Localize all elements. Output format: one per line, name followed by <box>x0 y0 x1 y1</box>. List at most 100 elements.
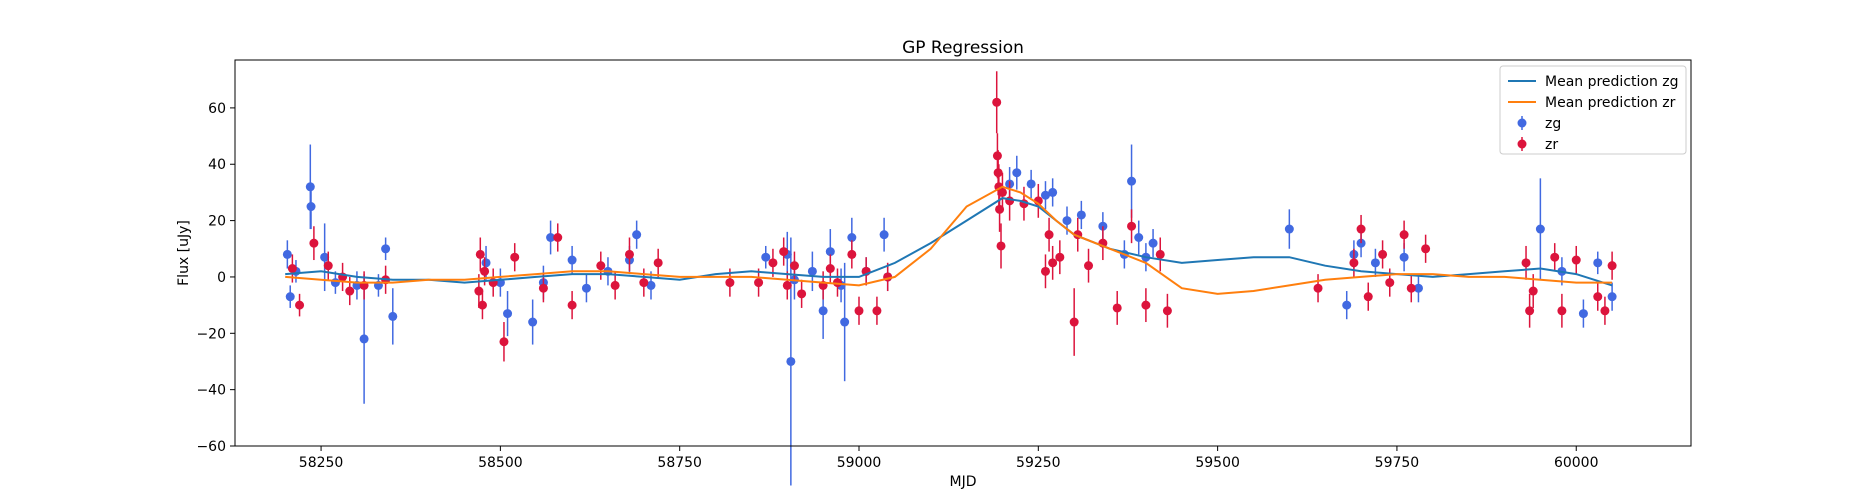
y-tick-label: 0 <box>217 270 226 286</box>
legend-entry: Mean prediction zr <box>1508 95 1676 111</box>
data-point <box>1370 258 1380 268</box>
data-point <box>761 252 771 262</box>
data-point <box>567 255 577 265</box>
chart-title: GP Regression <box>902 38 1024 58</box>
data-point <box>1406 283 1416 293</box>
x-axis: 58250 58500 58750 59000 59250 59500 59750 60000 <box>299 446 1599 471</box>
data-point <box>1421 244 1431 254</box>
data-point <box>1112 303 1122 313</box>
data-point <box>359 334 369 344</box>
data-point <box>481 258 491 268</box>
plot-area <box>282 71 1617 486</box>
data-point <box>1528 286 1538 296</box>
data-point <box>754 278 764 288</box>
x-tick-label: 58750 <box>657 455 702 471</box>
data-point <box>1399 252 1409 262</box>
data-point <box>510 252 520 262</box>
series-zg-points <box>282 144 1617 486</box>
data-point <box>1356 224 1366 234</box>
data-point <box>1600 306 1610 316</box>
plot-frame <box>234 59 1692 447</box>
x-tick-label: 60000 <box>1554 455 1599 471</box>
data-point <box>879 230 889 240</box>
legend: Mean prediction zg Mean prediction zr zg zr <box>1499 65 1687 155</box>
data-point <box>1055 252 1065 262</box>
legend-marker-swatch <box>1517 139 1527 149</box>
data-point <box>285 292 295 302</box>
y-tick-label: 40 <box>208 157 226 173</box>
data-point <box>797 289 807 299</box>
data-point <box>1127 221 1137 231</box>
data-point <box>1535 224 1545 234</box>
data-point <box>381 244 391 254</box>
data-point <box>345 286 355 296</box>
data-point <box>306 202 316 212</box>
legend-marker-swatch <box>1517 118 1527 128</box>
data-point <box>1525 306 1535 316</box>
data-point <box>1141 300 1151 310</box>
data-point <box>1593 258 1603 268</box>
data-point <box>1378 249 1388 259</box>
data-point <box>475 249 485 259</box>
data-point <box>477 300 487 310</box>
data-point <box>320 252 330 262</box>
x-tick-label: 58250 <box>299 455 344 471</box>
data-point <box>546 233 556 243</box>
series-zr-points <box>287 71 1617 362</box>
data-point <box>323 261 333 271</box>
data-point <box>581 283 591 293</box>
data-point <box>782 280 792 290</box>
y-axis-label: Flux [uJy] <box>176 220 192 286</box>
data-point <box>1048 258 1058 268</box>
data-point <box>1607 261 1617 271</box>
x-tick-label: 58500 <box>478 455 523 471</box>
data-point <box>825 247 835 257</box>
data-point <box>1040 266 1050 276</box>
data-point <box>309 238 319 248</box>
data-point <box>854 306 864 316</box>
data-point <box>388 311 398 321</box>
data-point <box>1363 292 1373 302</box>
data-point <box>840 317 850 327</box>
data-point <box>1313 283 1323 293</box>
data-point <box>1557 306 1567 316</box>
data-point <box>1134 233 1144 243</box>
data-point <box>1048 187 1058 197</box>
data-point <box>1578 309 1588 319</box>
data-point <box>567 300 577 310</box>
legend-entry: Mean prediction zg <box>1508 74 1679 90</box>
x-tick-label: 59750 <box>1375 455 1420 471</box>
data-point <box>646 280 656 290</box>
data-point <box>480 266 490 276</box>
data-point <box>996 241 1006 251</box>
y-tick-label: −60 <box>196 439 226 455</box>
legend-entry: zg <box>1517 116 1561 132</box>
data-point <box>1044 230 1054 240</box>
data-point <box>1155 249 1165 259</box>
data-point <box>653 258 663 268</box>
data-point <box>872 306 882 316</box>
y-tick-label: −40 <box>196 383 226 399</box>
data-point <box>503 309 513 319</box>
data-point <box>1399 230 1409 240</box>
data-point <box>1413 283 1423 293</box>
x-axis-label: MJD <box>950 474 977 490</box>
y-tick-label: 20 <box>208 214 226 230</box>
data-point <box>1012 168 1022 178</box>
data-point <box>789 261 799 271</box>
data-point <box>997 187 1007 197</box>
data-point <box>779 247 789 257</box>
data-point <box>1571 255 1581 265</box>
data-point <box>1026 179 1036 189</box>
data-point <box>596 261 606 271</box>
x-tick-label: 59500 <box>1195 455 1240 471</box>
data-point <box>330 278 340 288</box>
data-point <box>1385 278 1395 288</box>
y-tick-label: 60 <box>208 101 226 117</box>
data-point <box>1550 252 1560 262</box>
data-point <box>1521 258 1531 268</box>
legend-box <box>1499 65 1687 155</box>
data-point <box>624 249 634 259</box>
data-point <box>1040 190 1050 200</box>
